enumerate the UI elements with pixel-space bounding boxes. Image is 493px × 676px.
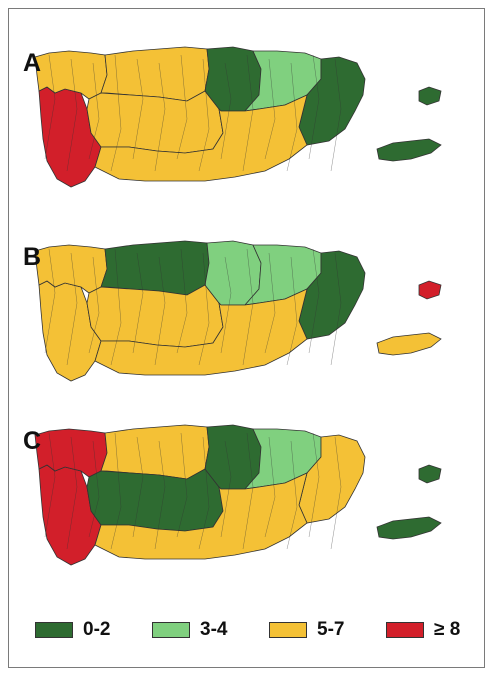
municipality-boundary [308,432,320,538]
municipality-boundary [66,58,78,172]
legend-label-5-7: 5-7 [317,619,345,640]
municipality-boundary [308,248,320,354]
legend-swatch-3-4 [152,622,190,638]
municipality-boundary [44,432,56,538]
municipality-boundary [286,62,298,172]
municipality-boundary [88,256,100,354]
puerto-rico-map-b [34,240,442,382]
municipality-boundary [220,256,232,354]
region-culebra [418,86,442,106]
municipality-boundary [88,440,100,538]
municipality-boundary [242,432,254,550]
municipality-boundary [220,440,232,538]
puerto-rico-map-a [34,46,442,188]
municipality-boundary [132,252,144,354]
municipality-boundary [286,440,298,550]
municipality-boundary [88,62,100,160]
region-center [86,284,224,348]
region-northeast-inner [204,424,262,490]
municipality-boundary [264,436,276,538]
municipality-boundary [198,252,210,366]
panel-label-b: B [23,243,42,271]
region-culebra [418,464,442,484]
legend-label-3-4: 3-4 [200,619,228,640]
region-center [86,90,224,154]
region-north-central [100,424,210,480]
municipality-boundary [154,440,166,550]
map-panel-c: C [9,407,486,603]
municipality-boundary [154,256,166,366]
legend-label-8-plus: ≥ 8 [434,619,461,640]
region-vieques [376,138,442,162]
municipality-boundary [264,252,276,354]
municipality-boundary [110,54,122,172]
municipality-boundary [330,436,342,550]
municipality-boundary [242,248,254,366]
legend-item-3-4: 3-4 [152,615,227,645]
region-vieques [376,332,442,356]
municipality-boundary [176,248,188,354]
municipality-boundary [132,436,144,538]
region-north-central [100,240,210,296]
municipality-boundary [242,54,254,172]
municipality-boundary [154,62,166,172]
region-center [86,468,224,532]
municipality-boundary [330,252,342,366]
map-panel-a: A [9,29,486,225]
municipality-boundary [308,54,320,160]
region-north-central [100,46,210,102]
region-vieques [376,516,442,540]
region-northeast-inner [204,240,262,306]
municipality-boundary [198,436,210,550]
legend-item-8-plus: ≥ 8 [386,615,460,645]
municipality-boundary [132,58,144,160]
municipality-boundary [66,436,78,550]
panel-label-a: A [23,49,42,77]
legend-swatch-5-7 [269,622,307,638]
legend-item-0-2: 0-2 [35,615,110,645]
legend-swatch-8-plus [386,622,424,638]
puerto-rico-map-c [34,424,442,566]
municipality-boundary [330,58,342,172]
municipality-boundary [286,256,298,366]
legend: 0-2 3-4 5-7 ≥ 8 [9,615,486,645]
municipality-boundary [198,58,210,172]
municipality-boundary [44,54,56,160]
map-panel-b: B [9,223,486,419]
municipality-boundary [264,58,276,160]
municipality-boundary [176,54,188,160]
municipality-boundary [66,252,78,366]
municipality-boundary [44,248,56,354]
region-culebra [418,280,442,300]
municipality-boundary [220,62,232,160]
figure-frame: A B C 0-2 3-4 5-7 ≥ 8 [8,8,485,668]
municipality-boundary [110,432,122,550]
municipality-boundary [110,248,122,366]
legend-swatch-0-2 [35,622,73,638]
panel-label-c: C [23,427,42,455]
legend-label-0-2: 0-2 [83,619,111,640]
legend-item-5-7: 5-7 [269,615,344,645]
municipality-boundary [176,432,188,538]
region-northeast-inner [204,46,262,112]
